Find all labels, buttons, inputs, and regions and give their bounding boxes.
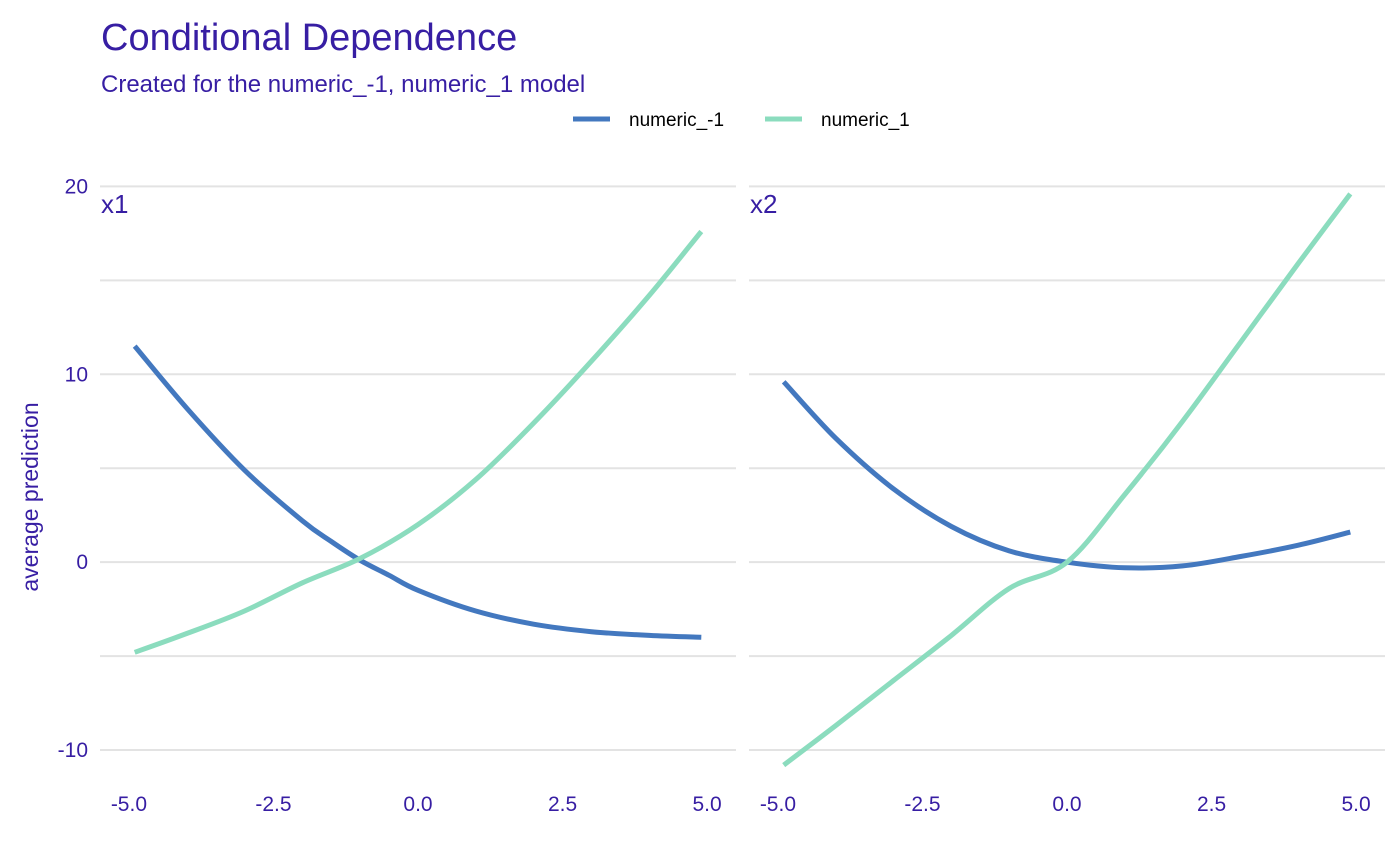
- series-line-x1-2: [133, 229, 704, 655]
- series-line-x1-1: [132, 344, 702, 640]
- x-tick-label-x1: 5.0: [692, 793, 721, 816]
- y-axis-label: average prediction: [17, 402, 43, 591]
- y-tick-label: -10: [58, 739, 88, 762]
- y-tick-label: 10: [65, 363, 88, 386]
- facet-label-x1: x1: [101, 189, 128, 219]
- series-line-x2-2: [782, 192, 1353, 768]
- x-tick-label-x1: 2.5: [548, 793, 577, 816]
- x-tick-label-x2: 2.5: [1197, 793, 1226, 816]
- facet-panel-x2: x2 -5.0 -2.5 0.0 2.5 5.0: [749, 185, 1385, 816]
- legend-label-1: numeric_-1: [629, 110, 724, 131]
- chart-title: Conditional Dependence: [101, 17, 517, 59]
- facet-panels: x1 -5.0 -2.5 0.0 2.5 5.0 x2 -5.0 -2.5 0.0 2.5 5.0: [100, 185, 1385, 816]
- y-axis-ticks: -10 0 10 20: [58, 175, 88, 762]
- x-tick-label-x1: -5.0: [111, 793, 147, 816]
- x-tick-label-x2: -2.5: [904, 793, 940, 816]
- x-tick-label-x1: -2.5: [255, 793, 291, 816]
- x-tick-label-x2: 5.0: [1341, 793, 1370, 816]
- y-tick-label: 20: [65, 175, 88, 198]
- facet-label-x2: x2: [750, 189, 777, 219]
- x-tick-label-x2: -5.0: [760, 793, 796, 816]
- legend-label-2: numeric_1: [821, 110, 910, 131]
- y-tick-label: 0: [76, 551, 88, 574]
- chart-subtitle: Created for the numeric_-1, numeric_1 mo…: [101, 71, 585, 98]
- legend: numeric_-1 numeric_1: [573, 110, 910, 131]
- facet-panel-x1: x1 -5.0 -2.5 0.0 2.5 5.0: [100, 185, 736, 816]
- x-tick-label-x2: 0.0: [1052, 793, 1081, 816]
- series-line-x2-1: [781, 380, 1351, 571]
- x-tick-label-x1: 0.0: [403, 793, 432, 816]
